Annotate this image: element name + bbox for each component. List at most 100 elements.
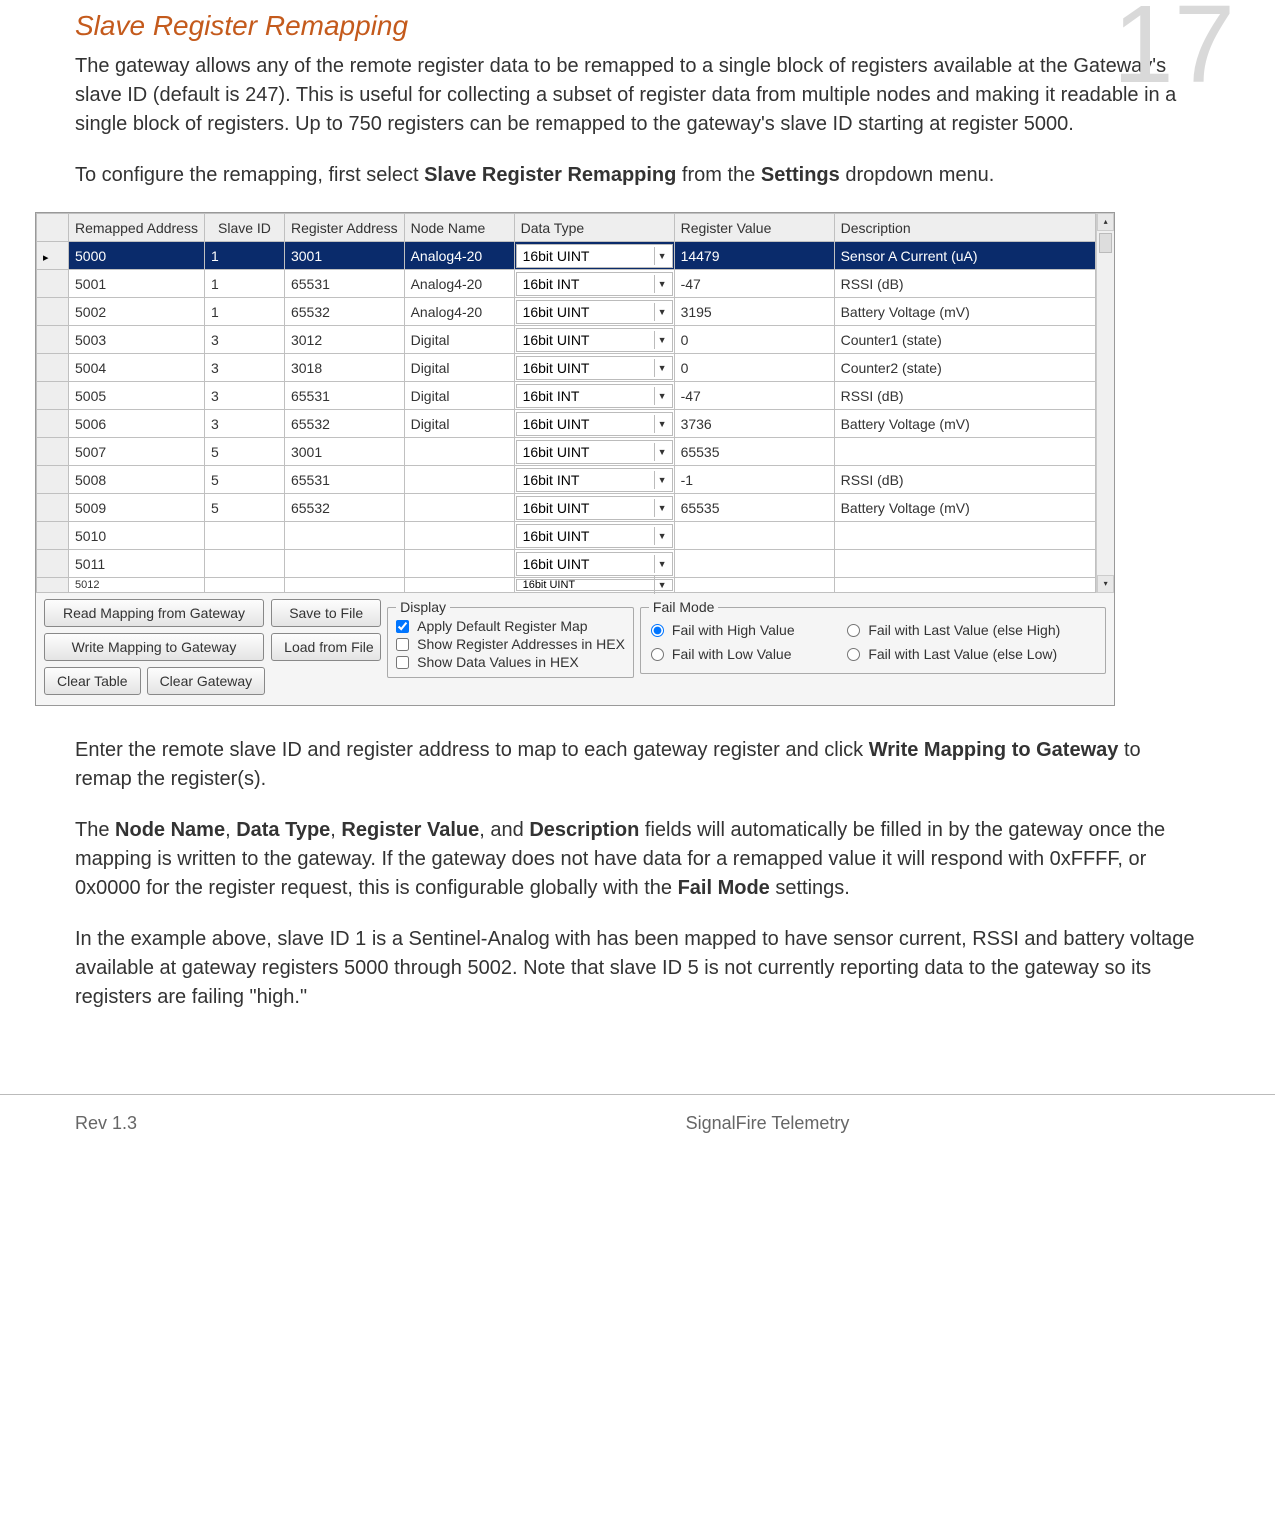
cell-node[interactable]: Digital — [404, 354, 514, 382]
radio-fail-low[interactable]: Fail with Low Value — [651, 645, 829, 663]
chevron-down-icon[interactable]: ▼ — [654, 331, 670, 349]
chevron-down-icon[interactable]: ▼ — [654, 499, 670, 517]
cell-remapped[interactable]: 5011 — [69, 550, 205, 578]
save-to-file-button[interactable]: Save to File — [271, 599, 381, 627]
cell-regaddr[interactable]: 65531 — [284, 466, 404, 494]
cell-regaddr[interactable]: 65532 — [284, 298, 404, 326]
cell-desc[interactable]: Counter1 (state) — [834, 326, 1096, 354]
cell-regaddr[interactable] — [284, 550, 404, 578]
row-header[interactable] — [37, 466, 69, 494]
cell-desc[interactable] — [834, 438, 1096, 466]
chk-default-map[interactable]: Apply Default Register Map — [396, 617, 625, 635]
cell-slave[interactable] — [204, 522, 284, 550]
table-row[interactable]: 500856553116bit INT▼-1RSSI (dB) — [37, 466, 1096, 494]
table-row[interactable]: 50075300116bit UINT▼65535 — [37, 438, 1096, 466]
cell-dtype[interactable]: 16bit UINT▼ — [514, 354, 674, 382]
cell-regaddr[interactable]: 65532 — [284, 494, 404, 522]
row-header[interactable] — [37, 410, 69, 438]
cell-remapped[interactable]: 5010 — [69, 522, 205, 550]
row-header[interactable] — [37, 242, 69, 270]
table-row[interactable]: 5001165531Analog4-2016bit INT▼-47RSSI (d… — [37, 270, 1096, 298]
cell-desc[interactable]: Counter2 (state) — [834, 354, 1096, 382]
cell-node[interactable] — [404, 522, 514, 550]
cell-slave[interactable]: 1 — [204, 298, 284, 326]
radio-fail-low-input[interactable] — [651, 648, 664, 661]
row-header[interactable] — [37, 270, 69, 298]
cell-dtype[interactable]: 16bit INT▼ — [514, 270, 674, 298]
cell-regval[interactable]: -1 — [674, 466, 834, 494]
table-row[interactable]: 5006365532Digital16bit UINT▼3736Battery … — [37, 410, 1096, 438]
table-row[interactable]: 5011 16bit UINT▼ — [37, 550, 1096, 578]
cell-desc[interactable] — [834, 522, 1096, 550]
cell-dtype[interactable]: 16bit UINT▼ — [514, 242, 674, 270]
radio-fail-last-high-input[interactable] — [847, 624, 860, 637]
cell-slave[interactable]: 1 — [204, 270, 284, 298]
cell-regval[interactable]: 3736 — [674, 410, 834, 438]
cell-node[interactable]: Digital — [404, 326, 514, 354]
radio-fail-last-high[interactable]: Fail with Last Value (else High) — [847, 621, 1095, 639]
cell-node[interactable]: Analog4-20 — [404, 270, 514, 298]
table-row[interactable]: 501016bit UINT▼ — [37, 522, 1096, 550]
cell-regval[interactable]: -47 — [674, 382, 834, 410]
cell-dtype[interactable]: 16bit UINT▼ — [514, 438, 674, 466]
cell-regaddr[interactable]: 65531 — [284, 270, 404, 298]
cell-remapped[interactable]: 5000 — [69, 242, 205, 270]
cell-dtype[interactable]: 16bit UINT▼ — [514, 550, 674, 578]
row-header[interactable] — [37, 298, 69, 326]
row-header[interactable] — [37, 522, 69, 550]
row-header[interactable] — [37, 382, 69, 410]
cell-regaddr[interactable] — [284, 578, 404, 593]
cell-regval[interactable]: 0 — [674, 354, 834, 382]
cell-node[interactable] — [404, 438, 514, 466]
radio-fail-high[interactable]: Fail with High Value — [651, 621, 829, 639]
row-header[interactable] — [37, 578, 69, 593]
cell-desc[interactable]: RSSI (dB) — [834, 270, 1096, 298]
row-header[interactable] — [37, 494, 69, 522]
cell-node[interactable]: Digital — [404, 382, 514, 410]
cell-node[interactable]: Digital — [404, 410, 514, 438]
remapping-table[interactable]: Remapped Address Slave ID Register Addre… — [36, 213, 1096, 593]
radio-fail-last-low-input[interactable] — [847, 648, 860, 661]
cell-regval[interactable]: 65535 — [674, 494, 834, 522]
table-row[interactable]: 500433018Digital16bit UINT▼0Counter2 (st… — [37, 354, 1096, 382]
cell-regval[interactable] — [674, 578, 834, 593]
chk-addr-hex[interactable]: Show Register Addresses in HEX — [396, 635, 625, 653]
clear-gateway-button[interactable]: Clear Gateway — [147, 667, 266, 695]
cell-desc[interactable]: RSSI (dB) — [834, 382, 1096, 410]
cell-node[interactable] — [404, 494, 514, 522]
cell-dtype[interactable]: 16bit INT▼ — [514, 466, 674, 494]
cell-regaddr[interactable]: 65532 — [284, 410, 404, 438]
load-from-file-button[interactable]: Load from File — [271, 633, 381, 661]
row-header[interactable] — [37, 550, 69, 578]
table-row[interactable]: 500013001Analog4-2016bit UINT▼14479Senso… — [37, 242, 1096, 270]
cell-desc[interactable]: Battery Voltage (mV) — [834, 410, 1096, 438]
cell-dtype[interactable]: 16bit UINT▼ — [514, 298, 674, 326]
read-mapping-button[interactable]: Read Mapping from Gateway — [44, 599, 264, 627]
row-header[interactable] — [37, 326, 69, 354]
cell-regval[interactable]: 3195 — [674, 298, 834, 326]
cell-remapped[interactable]: 5012 — [69, 578, 205, 593]
chevron-down-icon[interactable]: ▼ — [654, 275, 670, 293]
cell-slave[interactable]: 5 — [204, 466, 284, 494]
cell-remapped[interactable]: 5009 — [69, 494, 205, 522]
cell-slave[interactable] — [204, 550, 284, 578]
cell-slave[interactable]: 1 — [204, 242, 284, 270]
chevron-down-icon[interactable]: ▼ — [654, 247, 670, 265]
scroll-up-icon[interactable]: ▴ — [1097, 213, 1114, 231]
scroll-down-icon[interactable]: ▾ — [1097, 575, 1114, 593]
chevron-down-icon[interactable]: ▼ — [654, 443, 670, 461]
table-row[interactable]: 501216bit UINT▼ — [37, 578, 1096, 593]
cell-node[interactable]: Analog4-20 — [404, 298, 514, 326]
cell-regval[interactable]: -47 — [674, 270, 834, 298]
cell-slave[interactable] — [204, 578, 284, 593]
cell-dtype[interactable]: 16bit UINT▼ — [514, 326, 674, 354]
radio-fail-last-low[interactable]: Fail with Last Value (else Low) — [847, 645, 1095, 663]
cell-node[interactable] — [404, 466, 514, 494]
table-row[interactable]: 500956553216bit UINT▼65535Battery Voltag… — [37, 494, 1096, 522]
cell-regaddr[interactable]: 65531 — [284, 382, 404, 410]
cell-remapped[interactable]: 5005 — [69, 382, 205, 410]
cell-regaddr[interactable] — [284, 522, 404, 550]
row-header[interactable] — [37, 354, 69, 382]
chk-data-hex[interactable]: Show Data Values in HEX — [396, 653, 625, 671]
radio-fail-high-input[interactable] — [651, 624, 664, 637]
